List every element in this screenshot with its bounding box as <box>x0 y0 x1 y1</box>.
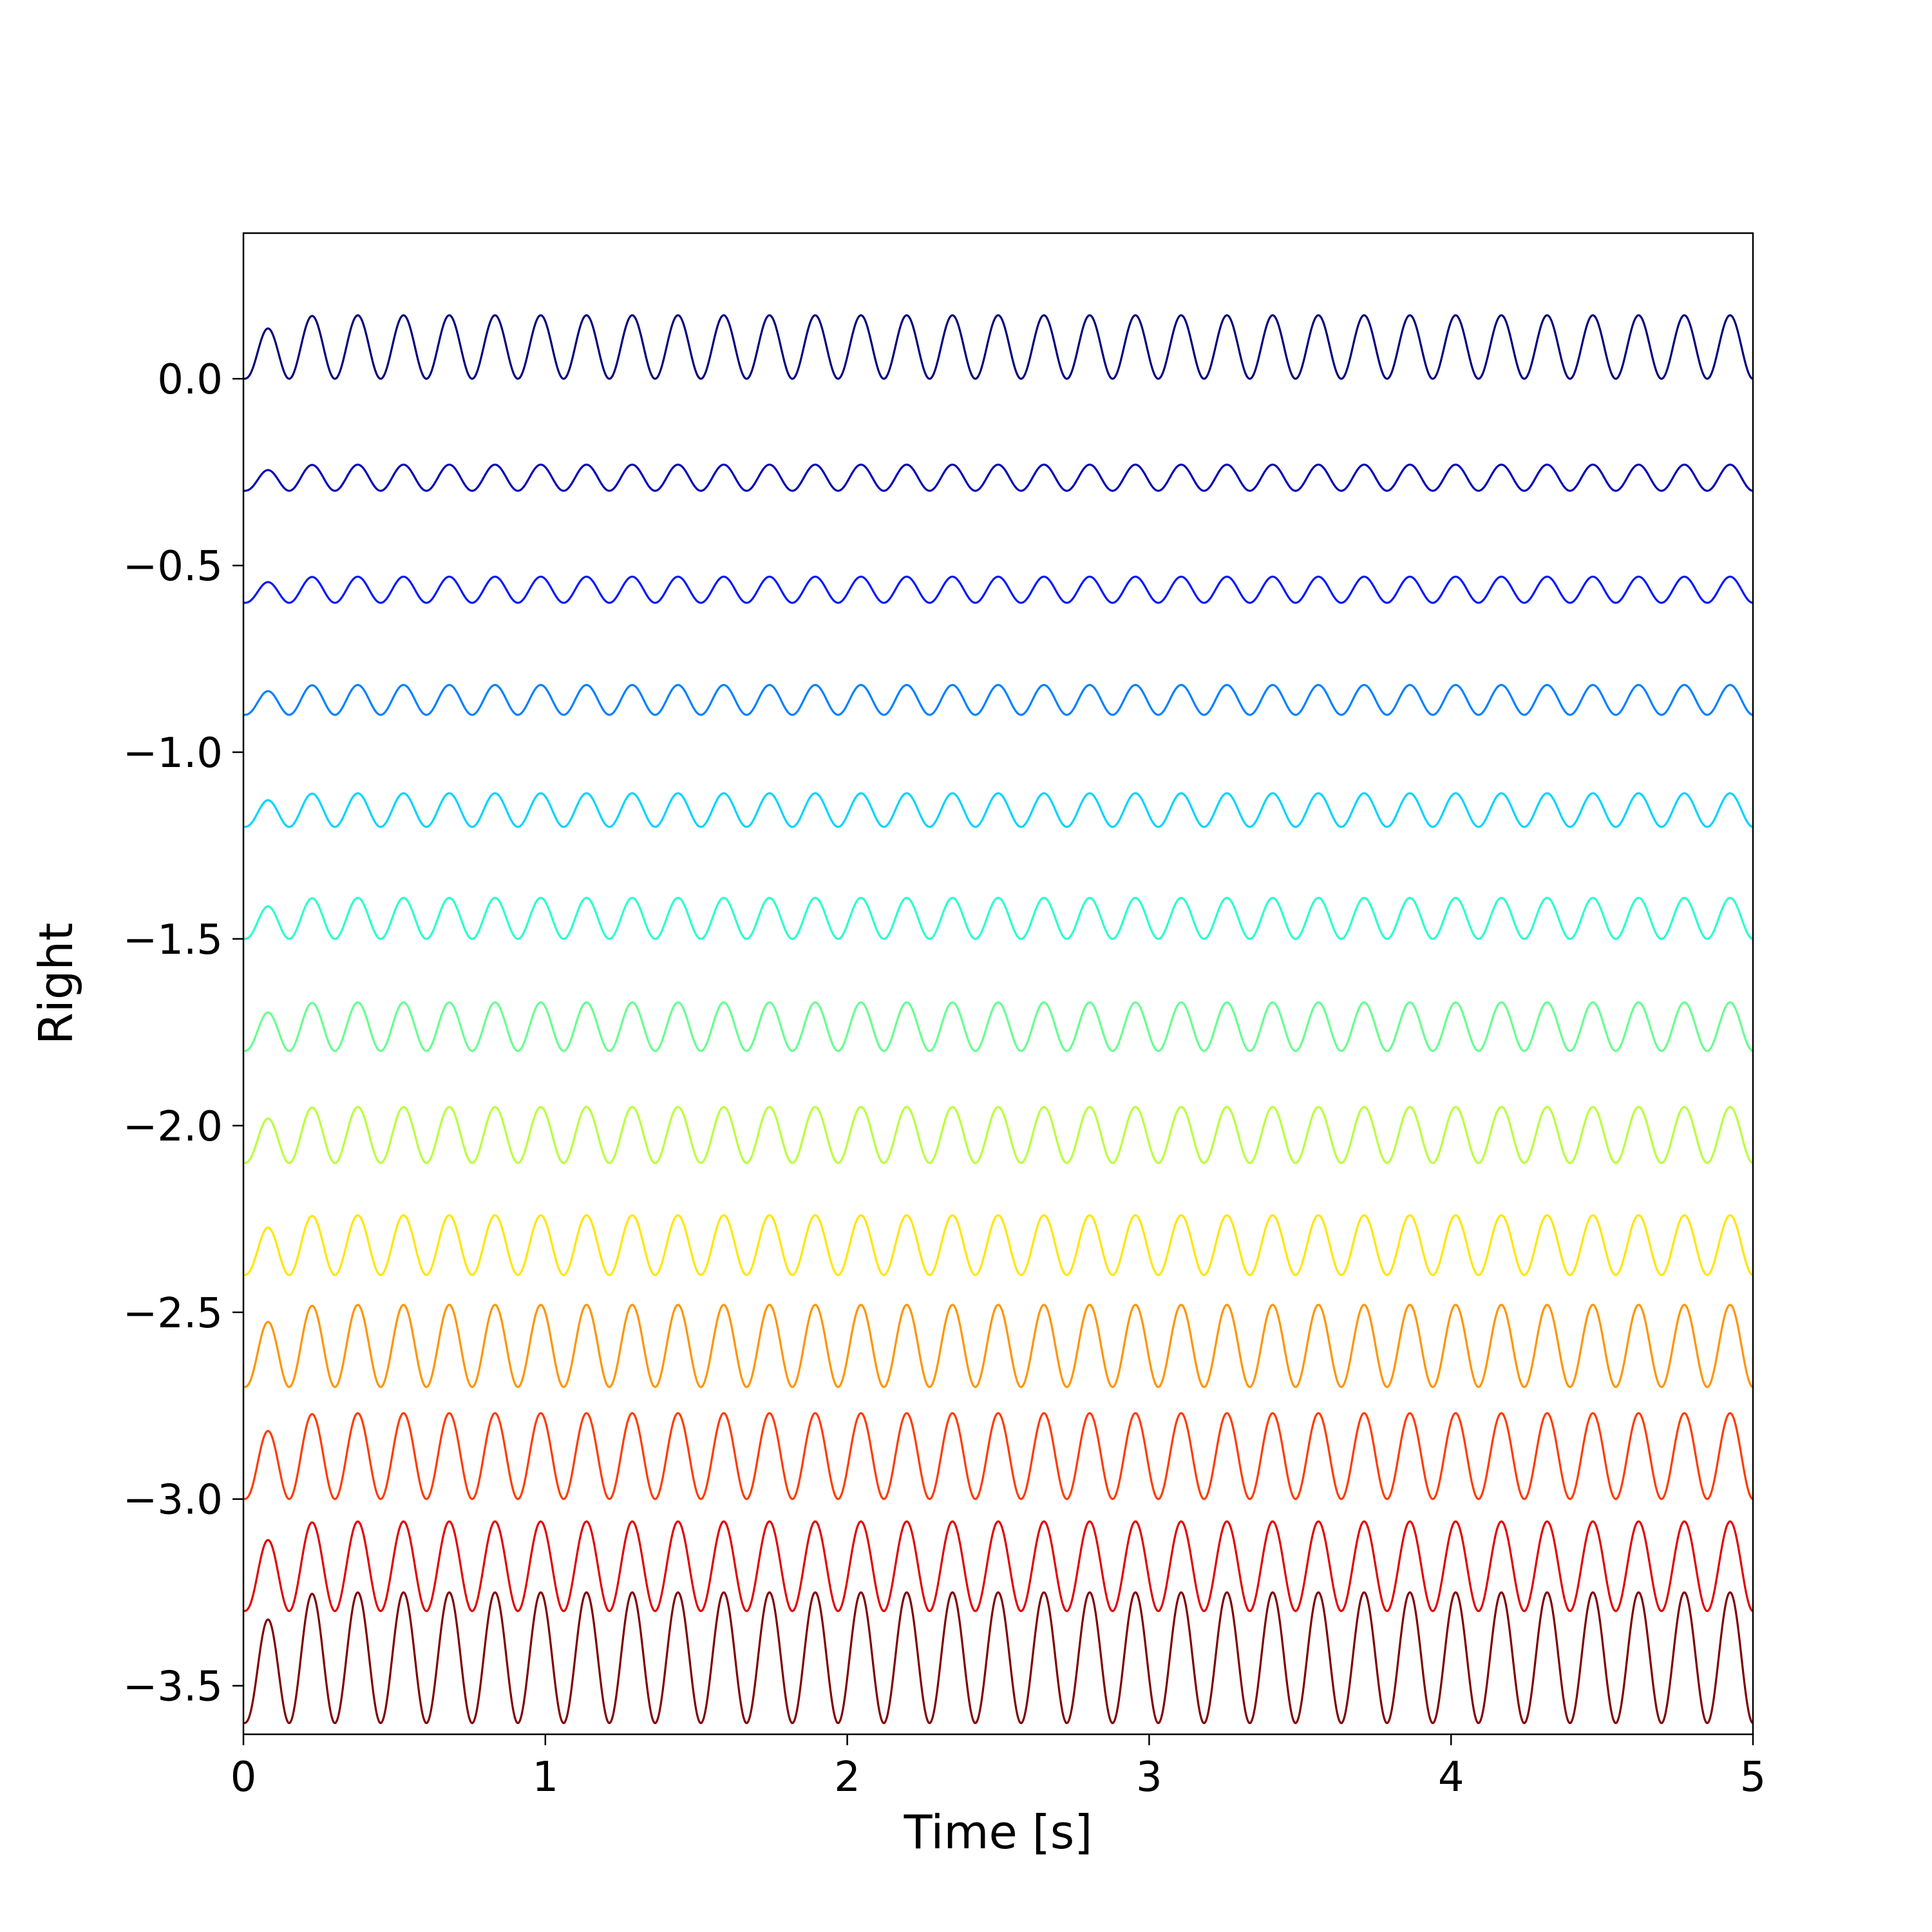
series-line-6 <box>243 896 1754 940</box>
series-line-8 <box>243 1106 1754 1164</box>
y-tick-label: −3.0 <box>123 1477 223 1524</box>
x-axis-ticks: 0 1 2 3 4 5 <box>231 1734 1766 1801</box>
series-line-4 <box>243 684 1754 716</box>
x-tick-label: 2 <box>834 1754 860 1801</box>
series-line-1 <box>243 314 1754 380</box>
series-line-9 <box>243 1214 1754 1276</box>
y-tick-label: −3.5 <box>123 1663 223 1711</box>
y-tick-label: −1.0 <box>123 730 223 777</box>
x-tick-label: 3 <box>1136 1754 1162 1801</box>
y-tick-label: −1.5 <box>123 916 223 964</box>
x-tick-label: 4 <box>1438 1754 1464 1801</box>
series-line-11 <box>243 1412 1754 1501</box>
x-axis-label: Time [s] <box>904 1805 1093 1859</box>
y-axis-label: Right <box>29 923 83 1045</box>
y-tick-label: 0.0 <box>157 356 223 404</box>
series-line-3 <box>243 575 1754 604</box>
series-line-5 <box>243 792 1754 828</box>
x-tick-label: 0 <box>231 1754 257 1801</box>
y-tick-label: −2.0 <box>123 1103 223 1151</box>
y-axis-ticks: 0.0 −0.5 −1.0 −1.5 −2.0 −2.5 −3.0 −3.5 <box>123 356 243 1711</box>
y-tick-label: −0.5 <box>123 543 223 591</box>
series-line-12 <box>243 1520 1754 1613</box>
series-line-2 <box>243 463 1754 492</box>
series-traces <box>243 314 1754 1725</box>
series-line-13 <box>243 1591 1754 1725</box>
series-line-10 <box>243 1303 1754 1388</box>
series-line-7 <box>243 1001 1754 1052</box>
plot-frame <box>242 232 1754 1736</box>
y-tick-label: −2.5 <box>123 1290 223 1338</box>
x-tick-label: 5 <box>1740 1754 1766 1801</box>
x-tick-label: 1 <box>532 1754 558 1801</box>
